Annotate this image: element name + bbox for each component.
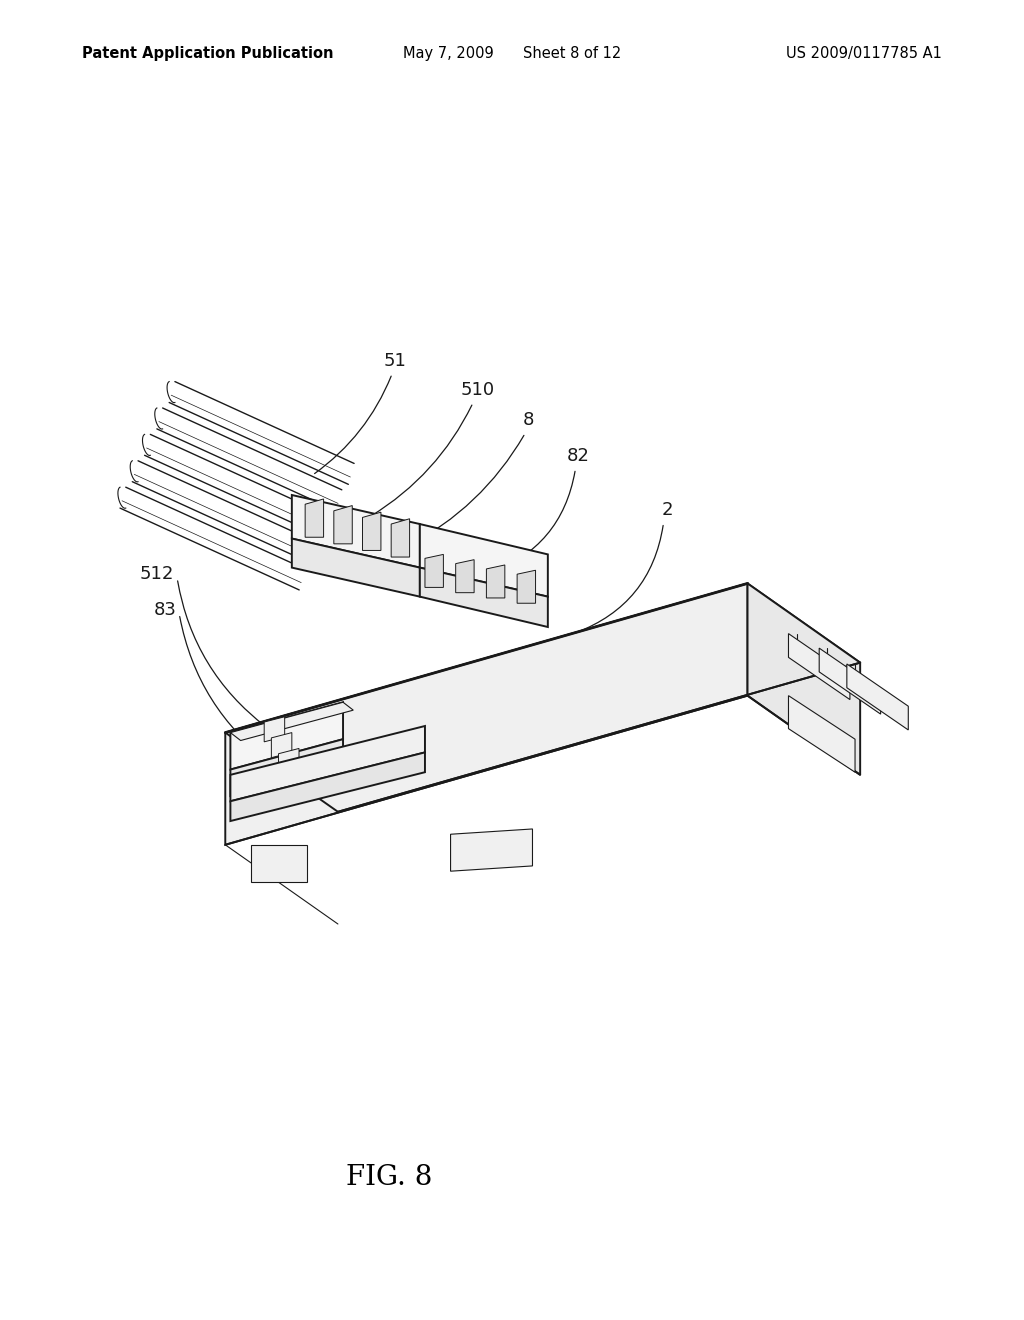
Polygon shape	[225, 583, 748, 845]
Polygon shape	[788, 696, 855, 772]
Polygon shape	[230, 702, 343, 770]
Polygon shape	[391, 519, 410, 557]
Polygon shape	[788, 634, 850, 700]
Polygon shape	[230, 702, 353, 741]
Polygon shape	[230, 739, 343, 796]
Polygon shape	[230, 726, 425, 801]
Text: 8: 8	[522, 411, 535, 429]
Text: 2: 2	[662, 500, 674, 519]
Text: 82: 82	[567, 446, 590, 465]
Polygon shape	[292, 539, 420, 597]
Text: US 2009/0117785 A1: US 2009/0117785 A1	[786, 46, 942, 61]
Polygon shape	[334, 506, 352, 544]
Text: 51: 51	[384, 351, 407, 370]
Polygon shape	[425, 554, 443, 587]
Polygon shape	[517, 570, 536, 603]
Polygon shape	[451, 829, 532, 871]
Text: 512: 512	[139, 565, 174, 583]
Polygon shape	[279, 748, 299, 774]
Polygon shape	[748, 583, 860, 775]
Polygon shape	[420, 524, 548, 597]
Polygon shape	[305, 499, 324, 537]
Polygon shape	[230, 752, 425, 821]
Polygon shape	[271, 733, 292, 758]
Polygon shape	[362, 512, 381, 550]
Polygon shape	[420, 568, 548, 627]
Text: 510: 510	[460, 380, 495, 399]
Polygon shape	[819, 648, 881, 714]
Polygon shape	[264, 717, 285, 742]
Polygon shape	[486, 565, 505, 598]
Polygon shape	[251, 845, 307, 882]
Text: May 7, 2009  Sheet 8 of 12: May 7, 2009 Sheet 8 of 12	[402, 46, 622, 61]
Text: 83: 83	[154, 601, 176, 619]
Text: Patent Application Publication: Patent Application Publication	[82, 46, 334, 61]
Polygon shape	[456, 560, 474, 593]
Polygon shape	[847, 664, 908, 730]
Polygon shape	[292, 495, 420, 568]
Polygon shape	[225, 583, 860, 812]
Text: FIG. 8: FIG. 8	[346, 1164, 432, 1191]
